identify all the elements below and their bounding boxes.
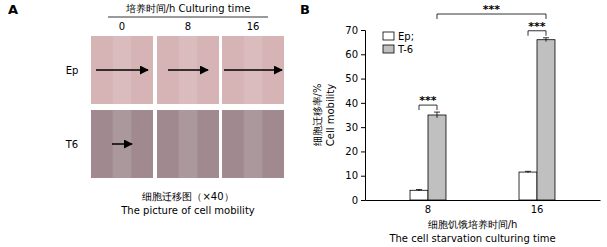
error-cap — [416, 189, 422, 190]
bar — [519, 172, 537, 200]
micrograph — [157, 36, 219, 104]
y-tick-label: 0 — [352, 195, 358, 206]
error-cap — [434, 112, 440, 113]
error-cap — [525, 171, 531, 172]
y-axis-title: 细胞迁移率/% — [312, 84, 323, 147]
y-tick-label: 10 — [345, 170, 358, 181]
column-label: 16 — [247, 21, 260, 32]
y-tick-mark — [361, 200, 365, 201]
x-tick: 16 — [531, 200, 544, 215]
y-tick: 30 — [345, 122, 365, 133]
migration-arrow — [112, 143, 132, 145]
x-axis-title: The cell starvation culturing time — [388, 233, 555, 244]
x-tick: 8 — [425, 200, 431, 215]
y-tick-mark — [361, 151, 365, 152]
header-underline — [108, 17, 268, 18]
x-axis: 8 16 — [366, 200, 601, 215]
y-tick-mark — [361, 176, 365, 177]
legend-swatch — [383, 32, 394, 40]
y-tick-mark — [361, 127, 365, 128]
migration-arrow — [224, 69, 282, 71]
legend-label: T-6 — [397, 44, 413, 55]
column-label: 0 — [119, 21, 125, 32]
plot-area — [410, 38, 555, 200]
significance-label: *** — [528, 20, 546, 33]
micrograph — [222, 110, 284, 178]
figure: A培养时间/h Culturing time0816EpT6细胞迁移图（×40）… — [0, 0, 607, 247]
bar — [428, 115, 446, 200]
y-axis-line — [361, 31, 366, 201]
y-tick: 60 — [345, 49, 365, 60]
bar-series — [428, 38, 555, 200]
panel-label: B — [300, 2, 310, 17]
y-tick: 70 — [345, 25, 365, 36]
micrograph-shade — [244, 110, 263, 178]
migration-arrow — [96, 69, 148, 71]
bar — [410, 190, 428, 200]
panel-b: B 0 10 20 30 40 50 60 70 8 16 细胞迁移率/%Cell mobility 细… — [300, 2, 601, 244]
legend-label: Ep; — [398, 31, 414, 42]
y-axis: 0 10 20 30 40 50 60 70 — [345, 25, 365, 206]
panel-label: A — [8, 2, 18, 17]
annotations: *** *** *** — [419, 3, 546, 110]
column-label: 8 — [185, 21, 191, 32]
y-tick-mark — [361, 103, 365, 104]
micrograph — [91, 110, 153, 178]
y-tick-label: 30 — [345, 122, 358, 133]
row-label: T6 — [65, 139, 78, 150]
legend: Ep; T-6 — [383, 31, 414, 55]
y-tick-label: 40 — [345, 98, 358, 109]
legend-swatch — [383, 45, 394, 53]
y-axis-title: Cell mobility — [325, 84, 336, 146]
x-axis-line — [366, 200, 601, 201]
micrograph — [157, 110, 219, 178]
row-label: Ep — [66, 65, 79, 76]
significance-label: *** — [483, 3, 501, 16]
panel-a: A 培养时间/h Culturing time0 8 16 Ep T6 细胞迁移图（×40）… — [8, 2, 284, 216]
y-tick-mark — [361, 54, 365, 55]
y-tick-label: 50 — [345, 73, 358, 84]
panel-caption: 细胞迁移图（×40） — [142, 191, 233, 202]
y-tick: 20 — [345, 146, 365, 157]
panel-header: 培养时间/h Culturing time — [125, 3, 251, 14]
y-tick: 10 — [345, 170, 365, 181]
micrograph — [222, 36, 284, 104]
micrograph-shade — [113, 110, 132, 178]
x-axis-title: 细胞饥饿培养时间/h — [428, 219, 518, 230]
y-tick-mark — [361, 30, 365, 31]
panel-caption: The picture of cell mobility — [120, 205, 255, 216]
error-cap — [543, 37, 549, 38]
y-tick: 50 — [345, 73, 365, 84]
micrograph — [91, 36, 153, 104]
bar — [537, 40, 555, 200]
y-tick-label: 70 — [345, 25, 358, 36]
significance-label: *** — [419, 94, 437, 107]
y-tick-label: 20 — [345, 146, 358, 157]
y-tick: 40 — [345, 98, 365, 109]
x-tick-label: 16 — [531, 204, 544, 215]
x-tick-label: 8 — [425, 204, 431, 215]
error-bar — [545, 38, 546, 42]
micrograph-shade — [179, 110, 198, 178]
y-tick-mark — [361, 79, 365, 80]
y-tick-label: 60 — [345, 49, 358, 60]
y-tick: 0 — [352, 195, 365, 206]
migration-arrow — [168, 69, 208, 71]
error-bar — [436, 112, 437, 118]
